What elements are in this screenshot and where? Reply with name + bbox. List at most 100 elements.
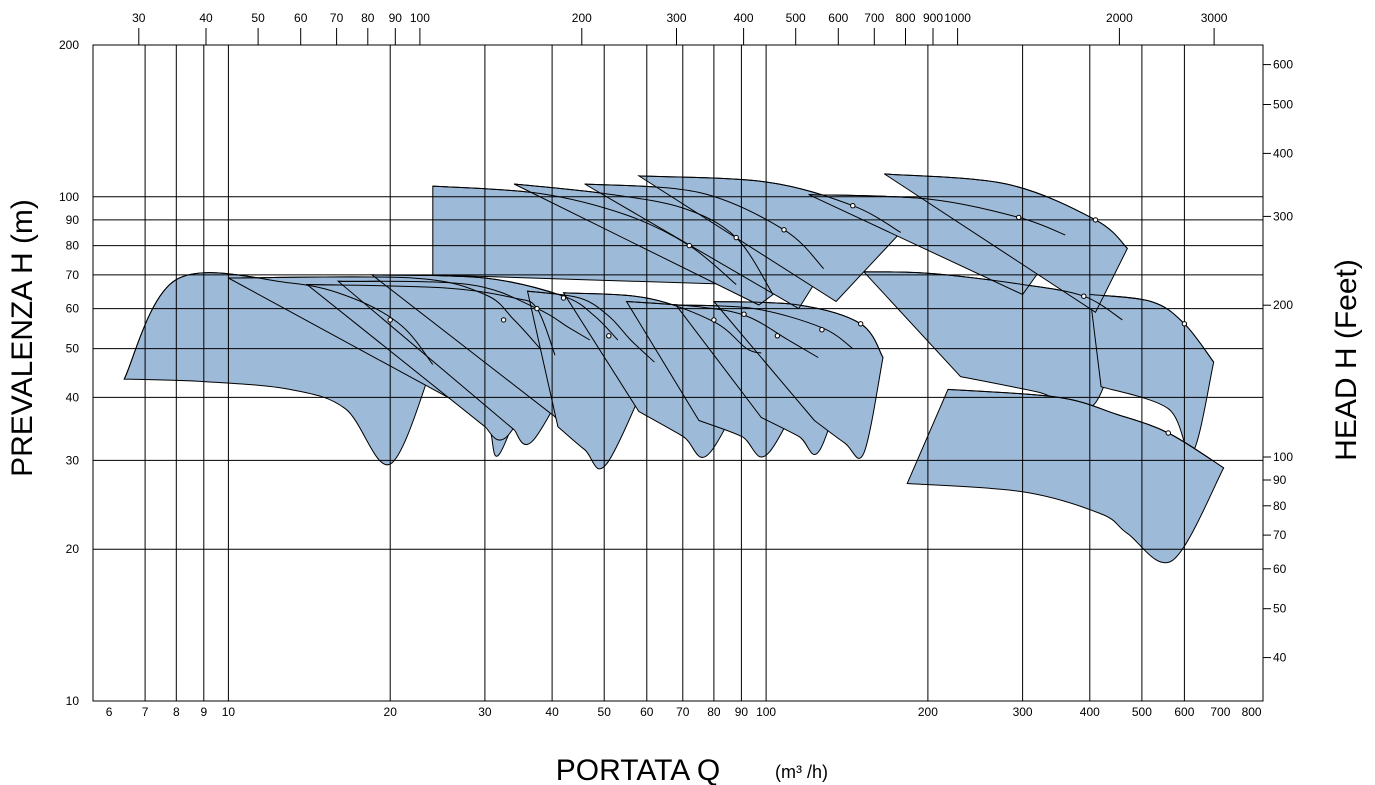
pump-curve-10	[713, 301, 884, 358]
best-efficiency-point	[850, 203, 856, 209]
top-tick-label: 40	[199, 11, 213, 25]
x-tick-label: 80	[707, 705, 721, 719]
x-tick-label: 500	[1132, 705, 1152, 719]
best-efficiency-point	[733, 234, 739, 241]
y-tick-label: 10	[66, 694, 80, 708]
top-tick-label: 700	[864, 11, 884, 25]
y-tick-label: 80	[66, 239, 80, 253]
right-axis-ticks: 40 50 60 70 80 90 100 200 300 400 500 600	[1263, 58, 1293, 665]
best-efficiency-point	[606, 333, 612, 339]
x-tick-label: 70	[676, 705, 690, 719]
best-efficiency-point	[534, 305, 540, 312]
best-efficiency-point	[1181, 321, 1188, 327]
x-tick-label: 700	[1210, 705, 1230, 719]
y-tick-label: 200	[59, 38, 79, 52]
pump-curve-4	[338, 280, 591, 341]
top-tick-label: 900	[923, 11, 943, 25]
x-tick-label: 9	[200, 705, 207, 719]
best-efficiency-point	[1092, 217, 1099, 223]
pump-curve-19	[884, 173, 1128, 249]
pump-curve-12	[1089, 294, 1215, 363]
right-tick-label: 90	[1273, 473, 1287, 487]
y-tick-label: 60	[66, 302, 80, 316]
x-tick-label: 60	[640, 705, 654, 719]
best-efficiency-point	[741, 311, 747, 317]
pump-curve-16	[584, 183, 825, 270]
right-tick-label: 300	[1273, 209, 1293, 223]
x-tick-label: 400	[1080, 705, 1100, 719]
top-tick-label: 2000	[1106, 11, 1133, 25]
pump-curves	[123, 173, 1224, 469]
y-axis-ticks: 10 20 30 40 50 60 70 80 90 100 200	[59, 38, 79, 708]
x-tick-label: 100	[756, 705, 776, 719]
best-efficiency-point	[686, 242, 692, 249]
pump-curve-7	[563, 292, 762, 354]
pump-curve-5	[371, 274, 619, 341]
right-tick-label: 200	[1273, 298, 1293, 312]
top-tick-label: 70	[330, 11, 344, 25]
pump-curve-6	[527, 290, 655, 363]
y-tick-label: 20	[66, 542, 80, 556]
x-tick-label: 30	[478, 705, 492, 719]
right-axis-title: HEAD H (Feet)	[1330, 259, 1363, 461]
right-tick-label: 400	[1273, 146, 1293, 160]
pump-curve-13	[947, 388, 1224, 469]
right-tick-label: 70	[1273, 528, 1287, 542]
x-tick-label: 50	[598, 705, 612, 719]
y-axis-title: PREVALENZA H (m)	[6, 199, 39, 477]
x-tick-label: 20	[384, 705, 398, 719]
x-tick-label: 7	[142, 705, 149, 719]
right-tick-label: 100	[1273, 450, 1293, 464]
best-efficiency-point	[858, 321, 864, 327]
x-tick-label: 600	[1174, 705, 1194, 719]
x-axis-title: PORTATA Q	[556, 754, 720, 785]
top-tick-label: 30	[132, 11, 146, 25]
best-efficiency-point	[387, 317, 393, 323]
top-tick-label: 50	[251, 11, 265, 25]
pump-curve-11	[863, 271, 1123, 321]
pump-curve-1	[123, 272, 434, 380]
right-tick-label: 600	[1273, 58, 1293, 72]
top-tick-label: 200	[572, 11, 592, 25]
right-tick-label: 80	[1273, 499, 1287, 513]
top-tick-label: 3000	[1201, 11, 1228, 25]
right-tick-label: 40	[1273, 651, 1287, 665]
pump-curve-18	[808, 194, 1066, 236]
top-tick-label: 400	[734, 11, 754, 25]
x-tick-label: 200	[918, 705, 938, 719]
plot-frame	[92, 44, 1264, 702]
x-axis-ticks: 6 7 8 9 10 20 30 40 50 60 70 80 90 100 200 300 400 500 600…	[106, 705, 1262, 719]
y-tick-label: 40	[66, 390, 80, 404]
pump-curve-8	[626, 301, 819, 358]
x-tick-label: 800	[1242, 705, 1262, 719]
x-axis-unit: (m³ /h)	[775, 762, 828, 782]
x-tick-label: 6	[106, 705, 113, 719]
top-tick-label: 90	[389, 11, 403, 25]
best-efficiency-point	[819, 327, 825, 333]
right-tick-label: 500	[1273, 98, 1293, 112]
pump-curve-9	[675, 304, 854, 350]
y-tick-label: 90	[66, 213, 80, 227]
x-tick-label: 90	[735, 705, 749, 719]
top-tick-label: 80	[361, 11, 375, 25]
pump-curve-15	[514, 183, 774, 295]
top-tick-label: 1000	[944, 11, 971, 25]
top-axis-ticks: 30 40 50 60 70 80 90 100 200 300 400 500 600 700 800 90…	[132, 11, 1228, 45]
top-tick-label: 300	[666, 11, 686, 25]
best-efficiency-point	[560, 295, 567, 301]
x-tick-label: 10	[222, 705, 236, 719]
top-tick-label: 500	[786, 11, 806, 25]
pump-curve-14	[432, 185, 737, 285]
pump-curve-3	[306, 284, 556, 356]
y-tick-label: 50	[66, 342, 80, 356]
best-efficiency-point	[1016, 214, 1022, 221]
x-tick-label: 300	[1013, 705, 1033, 719]
grid-lines	[93, 45, 1263, 701]
y-tick-label: 100	[59, 190, 79, 204]
x-tick-label: 8	[173, 705, 180, 719]
top-tick-label: 800	[895, 11, 915, 25]
x-tick-label: 40	[545, 705, 559, 719]
best-efficiency-point	[1165, 430, 1172, 436]
right-tick-label: 60	[1273, 562, 1287, 576]
